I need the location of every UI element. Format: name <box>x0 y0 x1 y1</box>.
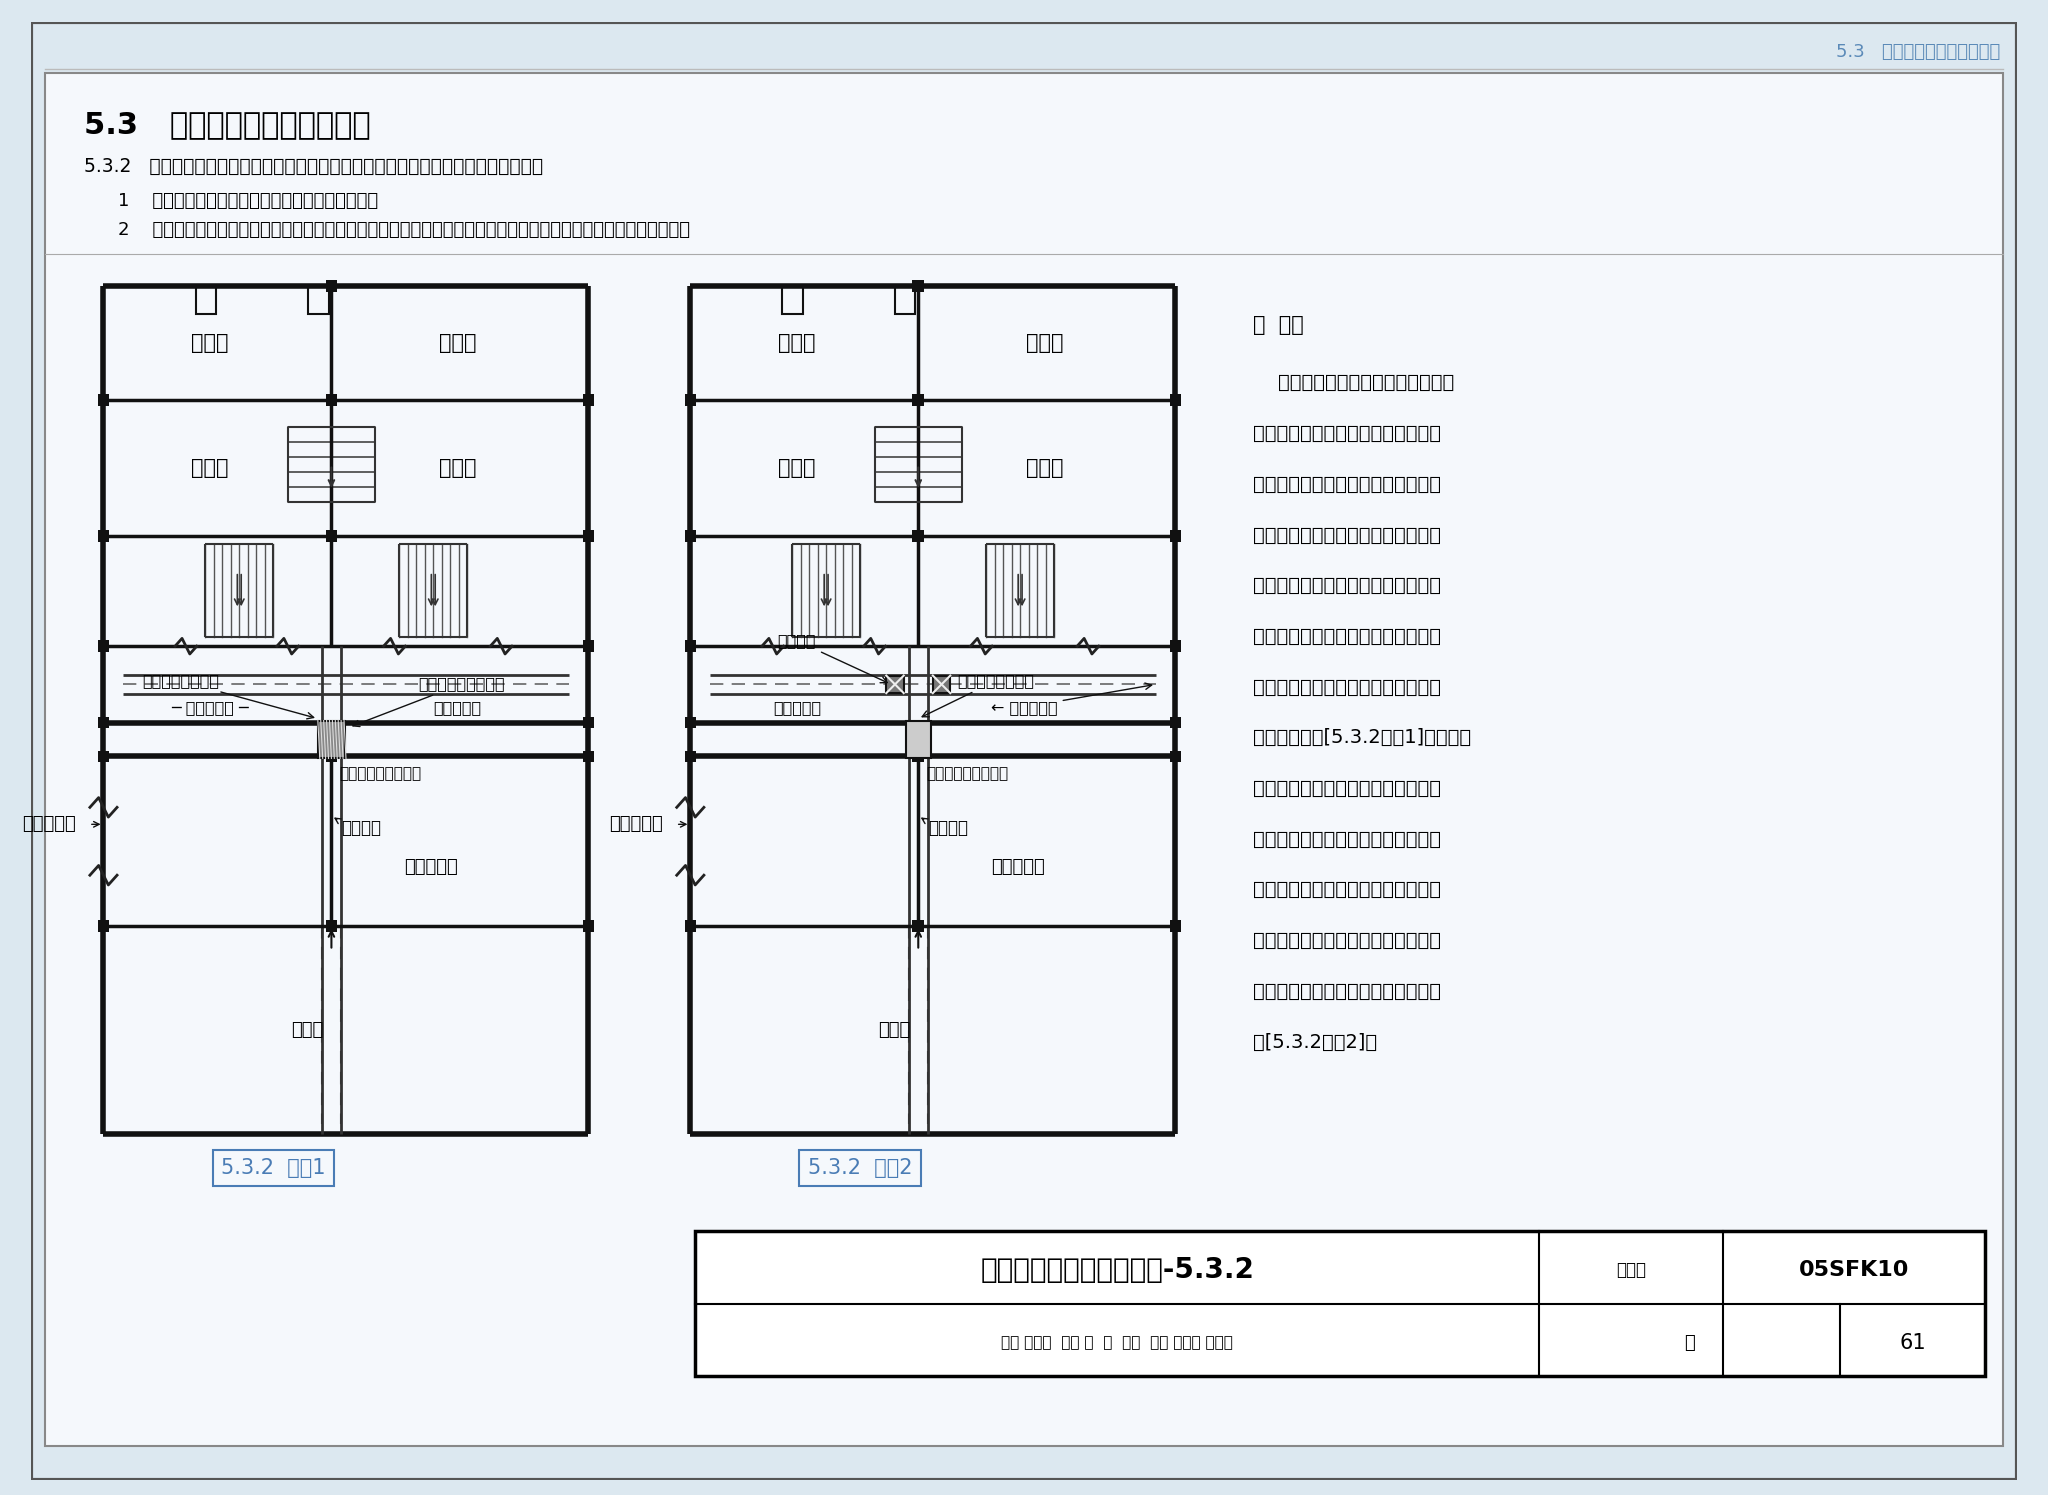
Text: 主要是针对圆形通风管，平时预埋密: 主要是针对圆形通风管，平时预埋密 <box>1253 779 1442 798</box>
Bar <box>1169 640 1182 652</box>
Text: 平时预埋密闭短管: 平时预埋密闭短管 <box>922 673 1034 716</box>
Text: 单元，平时通风管道穿过两个防护单: 单元，平时通风管道穿过两个防护单 <box>1253 425 1442 443</box>
Text: 防护单元二: 防护单元二 <box>991 858 1044 876</box>
Text: 图中的防空地下室战时为二个防护: 图中的防空地下室战时为二个防护 <box>1253 374 1454 392</box>
Text: 消毒室: 消毒室 <box>190 457 229 478</box>
Bar <box>913 395 924 407</box>
Bar <box>582 921 594 931</box>
Text: ─ 平时通风管 ─: ─ 平时通风管 ─ <box>172 700 250 715</box>
Text: 兰连接，临战拆下平时风管，两侧加: 兰连接，临战拆下平时风管，两侧加 <box>1253 881 1442 900</box>
Bar <box>98 395 109 407</box>
Bar <box>98 531 109 541</box>
Text: 消毒室: 消毒室 <box>438 457 477 478</box>
Text: 消毒室: 消毒室 <box>1026 457 1063 478</box>
Bar <box>684 750 696 762</box>
Text: 单元之间密闭隔墙上的平时通风管封: 单元之间密闭隔墙上的平时通风管封 <box>1253 526 1442 544</box>
Bar <box>582 716 594 728</box>
Bar <box>684 395 696 407</box>
Text: 平时通风管: 平时通风管 <box>434 700 481 715</box>
Bar <box>1169 921 1182 931</box>
Bar <box>307 286 328 314</box>
Bar <box>582 750 594 762</box>
Text: 防护单元二: 防护单元二 <box>403 858 459 876</box>
Bar <box>684 921 696 931</box>
Bar <box>913 921 924 931</box>
Bar <box>317 721 344 758</box>
Bar <box>684 716 696 728</box>
Text: 5.3   平战结合及平战功能转换: 5.3 平战结合及平战功能转换 <box>84 111 371 139</box>
Text: 连通口: 连通口 <box>291 1021 324 1039</box>
Bar <box>582 395 594 407</box>
Bar <box>782 286 803 314</box>
Bar <box>684 640 696 652</box>
Bar <box>326 280 338 292</box>
Bar <box>684 531 696 541</box>
Bar <box>98 640 109 652</box>
Text: 05SFK10: 05SFK10 <box>1798 1260 1909 1280</box>
Bar <box>905 721 932 758</box>
Bar <box>582 531 594 541</box>
Bar <box>326 531 338 541</box>
Text: 临战封堵: 临战封堵 <box>928 819 969 837</box>
Text: 临战封堵: 临战封堵 <box>342 819 381 837</box>
Text: 闭套管，平时风管从套管中通过，临: 闭套管，平时风管从套管中通过，临 <box>1253 626 1442 646</box>
Text: 扩散室: 扩散室 <box>778 333 815 353</box>
Text: 闭短管，平时风管与预埋密闭短管法: 闭短管，平时风管与预埋密闭短管法 <box>1253 830 1442 849</box>
Bar <box>326 921 338 931</box>
Bar <box>326 395 338 407</box>
Text: 1    必须确保战时每个防护单元有独立的通风系统；: 1 必须确保战时每个防护单元有独立的通风系统； <box>119 191 379 209</box>
Bar <box>326 750 338 762</box>
Text: 装密闭阀门，并将阀门关闭，也可平: 装密闭阀门，并将阀门关闭，也可平 <box>1253 931 1442 951</box>
Bar <box>1169 750 1182 762</box>
Text: 扩散室: 扩散室 <box>1026 333 1063 353</box>
Text: 61: 61 <box>1898 1332 1925 1353</box>
Text: 封堵孔洞，见[5.3.2图示1]；方法二: 封堵孔洞，见[5.3.2图示1]；方法二 <box>1253 728 1470 748</box>
Text: 平时预埋密闭套管: 平时预埋密闭套管 <box>141 673 313 719</box>
Bar <box>887 676 903 694</box>
Bar <box>694 1232 1985 1375</box>
Bar <box>1169 395 1182 407</box>
Text: 防护单元一: 防护单元一 <box>23 815 76 833</box>
Text: 说  明：: 说 明： <box>1253 315 1305 335</box>
Text: 平时通风管: 平时通风管 <box>772 700 821 715</box>
Text: 审核 耿世彬  校对 兑  勇  龙多  设计 马吉民 马连庆: 审核 耿世彬 校对 兑 勇 龙多 设计 马吉民 马连庆 <box>1001 1335 1233 1350</box>
Text: 战时拆除平时风管，用防护密闭盖板: 战时拆除平时风管，用防护密闭盖板 <box>1253 677 1442 697</box>
Bar <box>913 280 924 292</box>
Text: 防护单元同密闭隔墙: 防护单元同密闭隔墙 <box>340 767 422 782</box>
Text: 2    临战转换时应保证两个防护单元之间密闭隔墙上的平时通风管、孔在规定时间内实施封堵，并符合战时防护要求。: 2 临战转换时应保证两个防护单元之间密闭隔墙上的平时通风管、孔在规定时间内实施封… <box>119 221 690 239</box>
Text: 防护单元同密闭隔墙: 防护单元同密闭隔墙 <box>926 767 1008 782</box>
Bar <box>197 286 215 314</box>
Text: 密闭阀门: 密闭阀门 <box>778 634 887 683</box>
Text: 连通口: 连通口 <box>879 1021 909 1039</box>
Bar <box>895 286 915 314</box>
Text: 扩散室: 扩散室 <box>438 333 477 353</box>
Text: 5.3.2  图示2: 5.3.2 图示2 <box>807 1159 911 1178</box>
Bar <box>913 531 924 541</box>
Text: 平战结合及平战功能转换-5.3.2: 平战结合及平战功能转换-5.3.2 <box>981 1256 1253 1284</box>
Bar <box>98 750 109 762</box>
Text: 临战用密闭盖板封堵: 临战用密闭盖板封堵 <box>352 676 506 727</box>
Text: 堵方法有二种。方法一是平时预埋密: 堵方法有二种。方法一是平时预埋密 <box>1253 576 1442 595</box>
Bar <box>1169 531 1182 541</box>
Text: 图集号: 图集号 <box>1616 1262 1647 1280</box>
Text: 防护单元一: 防护单元一 <box>610 815 664 833</box>
Text: 页: 页 <box>1683 1334 1696 1351</box>
Text: 消毒室: 消毒室 <box>778 457 815 478</box>
Bar <box>913 750 924 762</box>
Text: ← 平时通风管: ← 平时通风管 <box>991 683 1151 715</box>
Text: 5.3.2  图示1: 5.3.2 图示1 <box>221 1159 326 1178</box>
Text: 见[5.3.2图示2]。: 见[5.3.2图示2]。 <box>1253 1033 1376 1051</box>
Bar <box>582 640 594 652</box>
Bar <box>932 676 950 694</box>
Text: 扩散室: 扩散室 <box>190 333 229 353</box>
Text: 5.3.2   防空地下室两个以上防护单元平时合并设置一套通风系统时，应符合下列要求：: 5.3.2 防空地下室两个以上防护单元平时合并设置一套通风系统时，应符合下列要求… <box>84 157 543 176</box>
Bar <box>1169 716 1182 728</box>
Bar <box>98 921 109 931</box>
Text: 时两侧就装好密闭阀门，战时关闭，: 时两侧就装好密闭阀门，战时关闭， <box>1253 982 1442 1000</box>
Bar <box>98 716 109 728</box>
Text: 5.3   平战结合及平战功能转换: 5.3 平战结合及平战功能转换 <box>1835 43 1999 61</box>
Text: 元的密闭隔墙，临战转换时两个防护: 元的密闭隔墙，临战转换时两个防护 <box>1253 475 1442 493</box>
